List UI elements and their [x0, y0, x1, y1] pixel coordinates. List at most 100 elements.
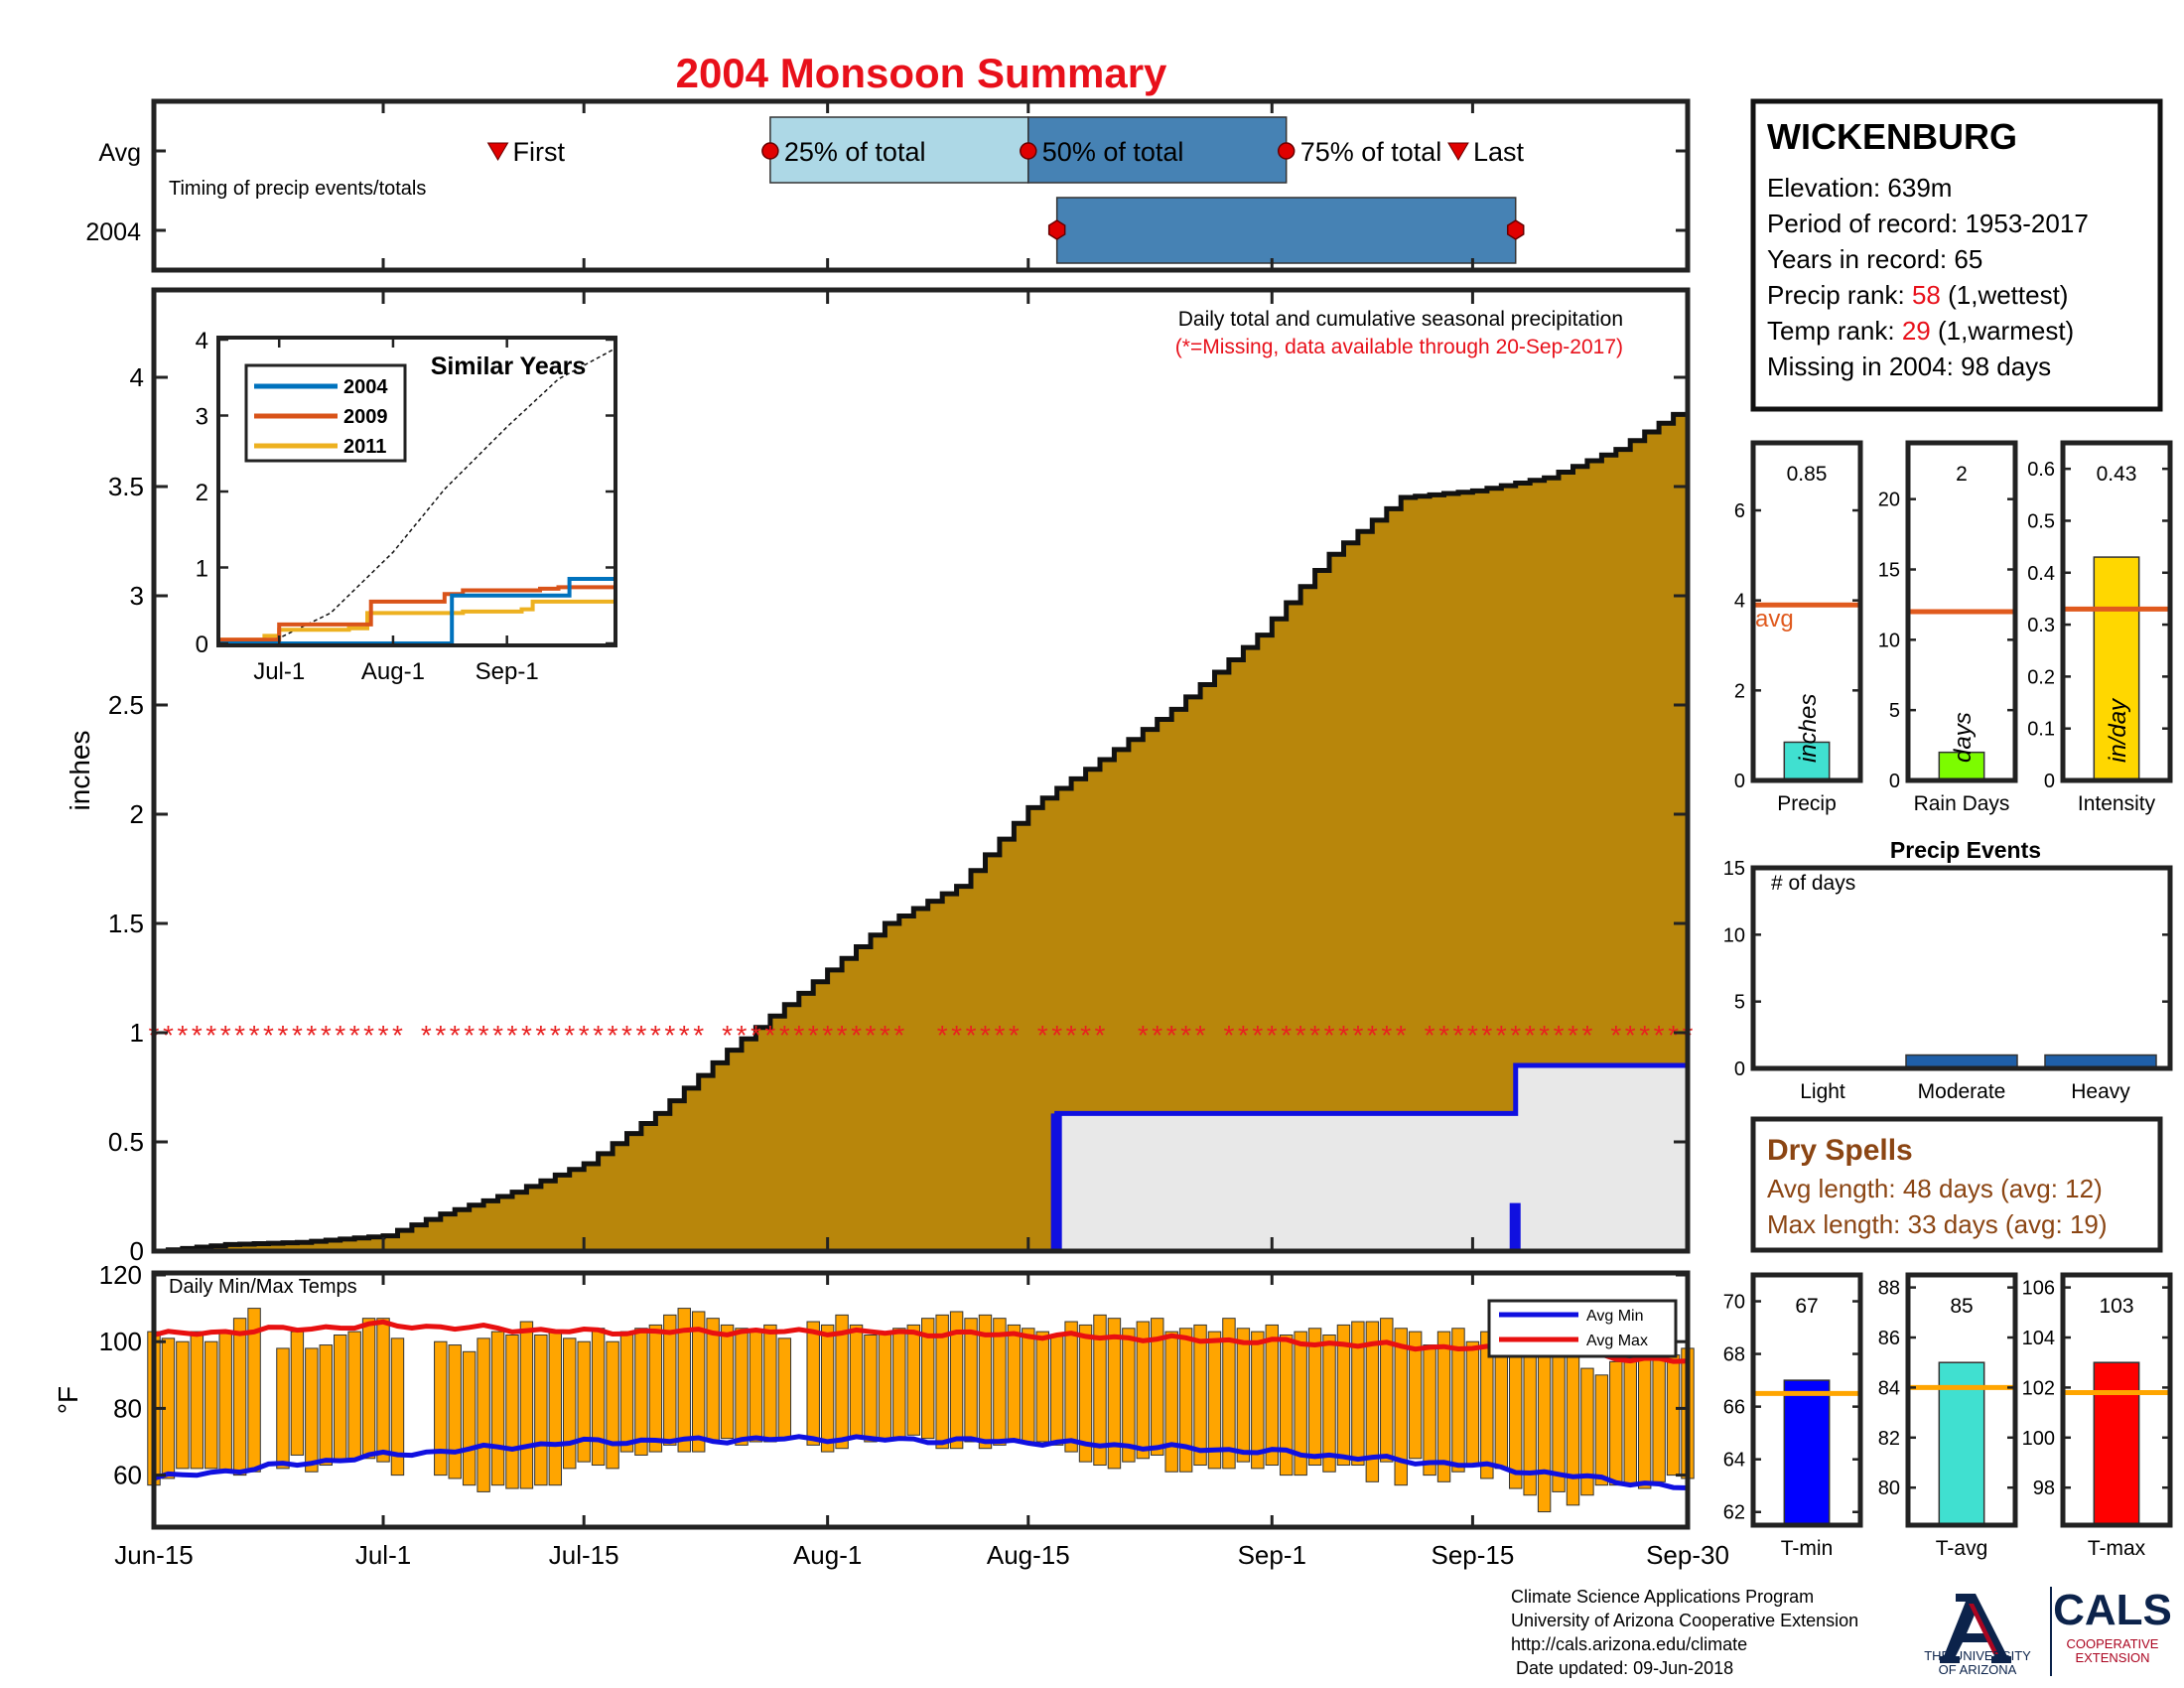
daily-temp-bar	[448, 1344, 462, 1479]
stat-raindays-value: 2	[1956, 463, 1968, 486]
cals-line-1: COOPERATIVE	[2067, 1636, 2159, 1651]
daily-temp-bar	[276, 1347, 290, 1470]
missing-marker: *	[1625, 1020, 1636, 1051]
daily-temp-bar	[606, 1340, 619, 1470]
precip-events-panel: Precip Events # of days Light Moderate Hea…	[1723, 837, 2173, 1103]
daily-temp-bar	[1007, 1324, 1022, 1443]
temp-y-tick-label: 80	[113, 1393, 142, 1423]
missing-marker: *	[621, 1020, 632, 1051]
missing-marker: *	[1138, 1020, 1149, 1051]
daily-temp-bar	[1164, 1331, 1178, 1473]
daily-temp-bar	[1666, 1354, 1681, 1477]
missing-marker: *	[177, 1020, 188, 1051]
stat-raindays-y-tick-label: 5	[1889, 700, 1900, 722]
timing-marks: First 25% of total 50% of total 75% of tota…	[152, 101, 1690, 270]
timing-label-p25: 25% of total	[784, 137, 926, 167]
missing-marker: *	[1166, 1020, 1177, 1051]
missing-marker: *	[478, 1020, 489, 1051]
daily-temp-bar	[1594, 1374, 1609, 1486]
events-sublabel: # of days	[1771, 872, 1855, 895]
tstat-t-max-frame	[2060, 1272, 2173, 1528]
stat-precip-y-tick-label: 2	[1734, 680, 1745, 702]
ua-logo: THE UNIVERSITY OF ARIZONA	[1924, 1594, 2031, 1677]
x-axis-date-label: Sep-1	[1238, 1540, 1306, 1570]
x-axis-date-label: Jul-15	[549, 1540, 619, 1570]
inset-legend-2011: 2011	[343, 436, 386, 458]
inset-y-tick-label: 0	[196, 632, 208, 658]
daily-precip-bar	[1509, 1202, 1521, 1251]
daily-temp-bar	[1035, 1331, 1049, 1443]
missing-marker: *	[1510, 1020, 1521, 1051]
missing-marker: *	[966, 1020, 977, 1051]
daily-temp-bar	[892, 1328, 906, 1440]
ua-name-line-2: OF ARIZONA	[1939, 1662, 2017, 1677]
tstat-t-max-bar	[2093, 1361, 2140, 1526]
daily-temp-bar	[878, 1331, 892, 1440]
station-name: WICKENBURG	[1767, 116, 2017, 157]
missing-marker: *	[1180, 1020, 1191, 1051]
timing-panel: First 25% of total 50% of total 75% of tota…	[85, 98, 1691, 273]
tstat-t-min-frame	[1750, 1272, 1863, 1528]
daily-temp-bar	[505, 1334, 519, 1489]
tstat-t-min-y-tick-label: 66	[1723, 1397, 1745, 1419]
first-marker-icon	[486, 142, 509, 161]
tstat-t-min-y-tick-label: 70	[1723, 1292, 1745, 1314]
footer: Climate Science Applications Program Uni…	[1511, 1586, 2172, 1678]
missing-marker: *	[1554, 1020, 1565, 1051]
main-precip-chart: * * * * * * * * * * * * * * * * * * * * * * * * * * * * * * * * * * * * * * * *…	[65, 287, 1694, 1266]
missing-marker: *	[980, 1020, 991, 1051]
temp-legend-box	[1487, 1299, 1678, 1358]
missing-marker: *	[1252, 1020, 1263, 1051]
stat-raindays-y-tick-label: 15	[1878, 560, 1900, 582]
daily-temp-bar	[1623, 1357, 1637, 1486]
dry-spells-title: Dry Spells	[1767, 1134, 1913, 1167]
stat-intensity-label: Intensity	[2078, 792, 2156, 815]
stat-intensity-unit: in/day	[2105, 697, 2131, 763]
footer-line-2: University of Arizona Cooperative Extens…	[1511, 1611, 1858, 1630]
inset-frame	[216, 336, 617, 647]
daily-temp-bar	[1307, 1328, 1322, 1467]
daily-temp-bar	[978, 1314, 993, 1450]
missing-marker: *	[435, 1020, 446, 1051]
daily-temp-bar	[1294, 1331, 1307, 1477]
tstat-t-min-y-tick-label: 64	[1723, 1450, 1745, 1472]
missing-marker: *	[664, 1020, 675, 1051]
daily-temp-bar	[1451, 1328, 1465, 1473]
avg-min-line	[153, 1434, 1689, 1490]
tstat-t-avg-value: 85	[1950, 1295, 1973, 1318]
daily-temp-bar	[376, 1318, 390, 1463]
stat-raindays-y-tick-label: 20	[1878, 490, 1900, 511]
inset-y-tick-label: 4	[196, 328, 208, 354]
last-marker-icon	[1447, 142, 1469, 161]
daily-temp-bar	[648, 1324, 663, 1453]
dry-spells-frame	[1750, 1116, 2163, 1253]
inset-legend: 2004 2009 2011	[244, 363, 407, 463]
daily-temp-bar	[477, 1337, 490, 1492]
events-y-tick-label: 10	[1723, 924, 1745, 946]
missing-marker: *	[1324, 1020, 1335, 1051]
missing-marker: *	[1610, 1020, 1621, 1051]
stat-precip-y-tick-label: 0	[1734, 771, 1745, 792]
daily-temp-bar	[1365, 1321, 1380, 1482]
missing-marker: *	[1051, 1020, 1062, 1051]
daily-temp-bar	[1107, 1318, 1122, 1470]
timing-label-p75: 75% of total	[1300, 137, 1442, 167]
daily-temp-bar	[1078, 1324, 1093, 1463]
daily-temp-bar	[720, 1324, 735, 1440]
footer-line-3: http://cals.arizona.edu/climate	[1511, 1634, 1747, 1654]
stat-intensity-y-tick-label: 0.1	[2027, 719, 2055, 741]
missing-marker: *	[421, 1020, 432, 1051]
missing-marker: *	[535, 1020, 546, 1051]
missing-marker: *	[722, 1020, 733, 1051]
missing-marker: *	[278, 1020, 289, 1051]
daily-temp-bar	[935, 1314, 949, 1450]
missing-marker: *	[521, 1020, 532, 1051]
daily-temp-bar	[1136, 1321, 1151, 1460]
timing-subtitle: Timing of precip events/totals	[169, 178, 426, 200]
daily-temp-bar	[232, 1318, 247, 1477]
avg-cumulative-fill	[154, 405, 1688, 1252]
missing-marker: *	[163, 1020, 174, 1051]
missing-marker: *	[1009, 1020, 1020, 1051]
timing-box-year	[1055, 197, 1517, 264]
main-chart-frame	[151, 287, 1691, 1254]
